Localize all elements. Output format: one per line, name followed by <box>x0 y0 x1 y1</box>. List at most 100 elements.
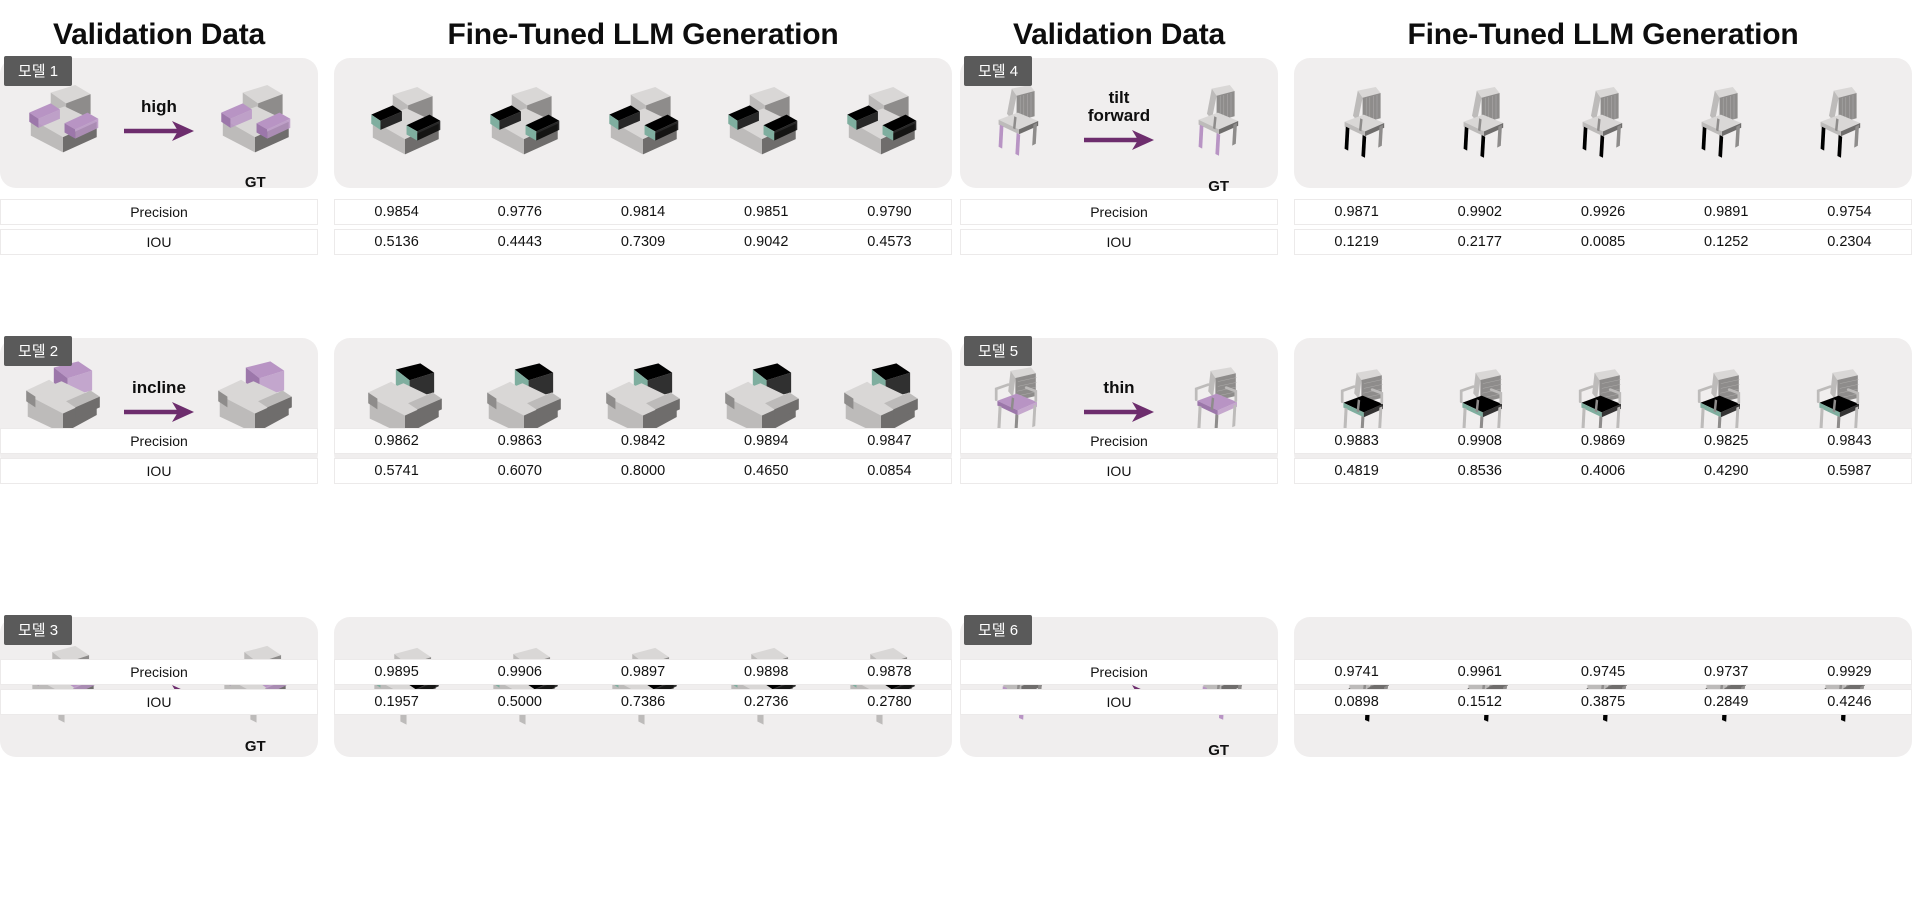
precision-value: 0.9902 <box>1457 204 1502 220</box>
precision-values: 0.9895 0.9906 0.9897 0.9898 0.9878 <box>334 659 952 685</box>
iou-values: 0.5136 0.4443 0.7309 0.9042 0.4573 <box>334 229 952 255</box>
iou-value: 0.1252 <box>1704 234 1749 250</box>
generation-card <box>334 58 952 188</box>
generated-shape <box>478 356 570 452</box>
generated-shape <box>597 356 689 452</box>
iou-value: 0.8536 <box>1457 463 1502 479</box>
model-badge: 모델 4 <box>964 56 1033 86</box>
column-header-generation-right: Fine-Tuned LLM Generation <box>1407 18 1799 51</box>
precision-value: 0.9878 <box>867 664 912 680</box>
precision-value: 0.9906 <box>497 664 542 680</box>
iou-value: 0.5741 <box>374 463 419 479</box>
table-row: IOU 0.4819 0.8536 0.4006 0.4290 0.5987 <box>960 458 1920 484</box>
column-header-validation-left: Validation Data <box>52 18 266 51</box>
iou-value: 0.5000 <box>497 694 542 710</box>
precision-label: Precision <box>0 659 318 685</box>
metrics-table: Precision 0.9895 0.9906 0.9897 0.9898 0.9878… <box>0 659 960 719</box>
edit-arrow-icon <box>123 402 194 423</box>
generated-shape <box>835 75 927 171</box>
edit-arrow-icon <box>1083 130 1154 151</box>
column-header-generation-left: Fine-Tuned LLM Generation <box>447 18 839 51</box>
iou-label: IOU <box>960 689 1278 715</box>
iou-value: 0.5136 <box>374 234 419 250</box>
iou-value: 0.1512 <box>1457 694 1502 710</box>
precision-value: 0.9897 <box>620 664 666 680</box>
iou-value: 0.1957 <box>374 694 419 710</box>
model-badge: 모델 2 <box>4 336 73 366</box>
model-badge: 모델 5 <box>964 336 1033 366</box>
generated-shape <box>478 75 570 171</box>
column-header-validation-right: Validation Data <box>1012 18 1226 51</box>
precision-label: Precision <box>0 199 318 225</box>
iou-value: 0.9042 <box>744 234 789 250</box>
source-shape <box>983 69 1055 173</box>
iou-values: 0.1957 0.5000 0.7386 0.2736 0.2780 <box>334 689 952 715</box>
generated-shape <box>716 75 808 171</box>
generation-card <box>1294 58 1912 188</box>
precision-values: 0.9854 0.9776 0.9814 0.9851 0.9790 <box>334 199 952 225</box>
iou-value: 0.4573 <box>867 234 912 250</box>
table-row: IOU 0.1957 0.5000 0.7386 0.2736 0.2780 <box>0 689 960 715</box>
table-row: IOU 0.1219 0.2177 0.0085 0.1252 0.2304 <box>960 229 1920 255</box>
precision-values: 0.9862 0.9863 0.9842 0.9894 0.9847 <box>334 428 952 454</box>
ground-truth-shape: GT <box>209 354 301 472</box>
generated-shape <box>597 75 689 171</box>
precision-value: 0.9843 <box>1827 433 1872 449</box>
iou-value: 0.4650 <box>744 463 789 479</box>
edit-arrow-icon <box>1083 402 1154 423</box>
iou-value: 0.2780 <box>867 694 912 710</box>
iou-values: 0.1219 0.2177 0.0085 0.1252 0.2304 <box>1294 229 1912 255</box>
precision-value: 0.9895 <box>374 664 419 680</box>
generated-shape <box>359 356 451 452</box>
ground-truth-shape: GT <box>1183 69 1255 195</box>
edit-arrow-icon <box>123 121 194 142</box>
generated-shape <box>835 356 927 452</box>
iou-value: 0.7386 <box>620 694 666 710</box>
edit-instruction-label: tilt forward <box>1087 87 1151 125</box>
iou-label: IOU <box>0 689 318 715</box>
model-badge: 모델 3 <box>4 615 73 645</box>
precision-label: Precision <box>960 428 1278 454</box>
generated-shape <box>1567 352 1639 456</box>
generated-shape <box>1805 352 1877 456</box>
precision-values: 0.9883 0.9908 0.9869 0.9825 0.9843 <box>1294 428 1912 454</box>
precision-value: 0.9926 <box>1580 204 1626 220</box>
precision-value: 0.9851 <box>744 204 789 220</box>
iou-value: 0.2736 <box>744 694 789 710</box>
iou-value: 0.4443 <box>497 234 542 250</box>
iou-value: 0.0085 <box>1580 234 1626 250</box>
iou-value: 0.1219 <box>1334 234 1379 250</box>
generated-shape <box>1686 71 1758 175</box>
iou-value: 0.4819 <box>1334 463 1379 479</box>
precision-value: 0.9847 <box>867 433 912 449</box>
generated-shape <box>359 75 451 171</box>
table-row: Precision 0.9741 0.9961 0.9745 0.9737 0.9929 <box>960 659 1920 685</box>
model-badge: 모델 1 <box>4 56 73 86</box>
metrics-table: Precision 0.9741 0.9961 0.9745 0.9737 0.9929… <box>960 659 1920 719</box>
precision-value: 0.9961 <box>1457 664 1502 680</box>
iou-value: 0.2849 <box>1704 694 1749 710</box>
generated-shape <box>1329 352 1401 456</box>
precision-label: Precision <box>0 428 318 454</box>
validation-card: 모델 1 high <box>0 56 318 191</box>
edit-operation: thin <box>1076 378 1162 426</box>
generated-shape <box>1805 71 1877 175</box>
precision-value: 0.9854 <box>374 204 419 220</box>
source-shape <box>983 350 1055 454</box>
iou-label: IOU <box>960 458 1278 484</box>
edit-operation: incline <box>116 377 202 426</box>
edit-instruction-label: incline <box>132 377 186 397</box>
precision-value: 0.9883 <box>1334 433 1379 449</box>
metrics-table: Precision 0.9854 0.9776 0.9814 0.9851 0.9790… <box>0 199 960 259</box>
iou-value: 0.4006 <box>1580 463 1626 479</box>
iou-value: 0.5987 <box>1827 463 1872 479</box>
precision-value: 0.9741 <box>1334 664 1379 680</box>
precision-value: 0.9825 <box>1704 433 1749 449</box>
precision-label: Precision <box>960 659 1278 685</box>
gt-label: GT <box>244 738 266 755</box>
metrics-table: Precision 0.9883 0.9908 0.9869 0.9825 0.9843… <box>960 428 1920 488</box>
precision-value: 0.9842 <box>620 433 666 449</box>
table-row: IOU 0.0898 0.1512 0.3875 0.2849 0.4246 <box>960 689 1920 715</box>
generated-shape <box>1567 71 1639 175</box>
